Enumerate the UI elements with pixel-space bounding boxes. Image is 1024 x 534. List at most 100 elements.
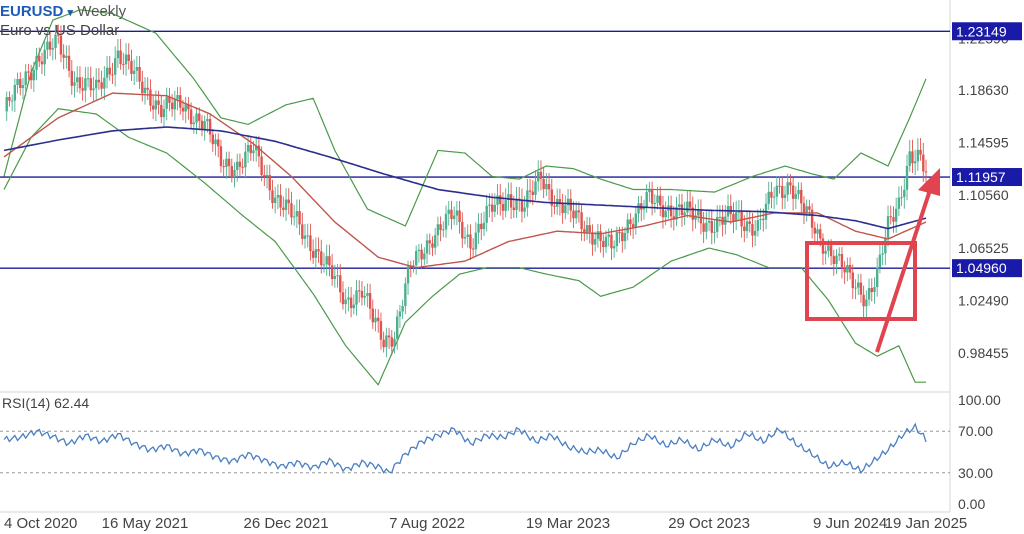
candle-body	[295, 211, 299, 217]
candle-body	[233, 170, 236, 178]
candle-body	[775, 185, 779, 197]
candle-body	[770, 191, 773, 198]
candle-body	[377, 317, 380, 322]
candle-body	[848, 265, 852, 273]
candle-body	[588, 225, 591, 233]
symbol-label[interactable]: EURUSD	[0, 3, 64, 20]
symbol-selector[interactable]: EURUSD ▾ Weekly	[0, 3, 126, 20]
candle-body	[542, 178, 545, 190]
candle-body	[480, 223, 483, 230]
candle-body	[913, 161, 917, 164]
candle-body	[184, 104, 187, 112]
candle-body	[40, 61, 44, 65]
candle-body	[501, 203, 505, 211]
candle-body	[100, 82, 103, 89]
candle-body	[683, 212, 686, 216]
candle-body	[531, 191, 534, 195]
candle-body	[838, 254, 841, 256]
candle-body	[783, 194, 787, 198]
candle-body	[24, 71, 27, 86]
candle-body	[854, 287, 857, 289]
candle-body	[78, 77, 82, 89]
candle-body	[189, 109, 193, 125]
candle-body	[713, 231, 716, 233]
candle-body	[249, 144, 252, 154]
candle-body	[254, 145, 258, 151]
candle-body	[404, 283, 407, 306]
rsi-tick-label: 100.00	[958, 392, 1001, 408]
candle-body	[208, 119, 212, 135]
candle-body	[330, 265, 334, 279]
candle-body	[496, 195, 499, 205]
candle-body	[466, 234, 469, 237]
candle-body	[485, 205, 488, 223]
timeframe-label[interactable]: Weekly	[77, 3, 127, 20]
candle-body	[572, 210, 575, 219]
candle-body	[92, 88, 95, 91]
caret-down-icon[interactable]: ▾	[67, 7, 74, 19]
time-axis-label: 29 Oct 2023	[668, 515, 750, 532]
candle-body	[707, 220, 711, 223]
level-price-badge	[952, 22, 1022, 41]
candle-body	[282, 207, 285, 210]
candle-body	[615, 232, 619, 247]
candle-body	[894, 208, 898, 222]
candle-body	[471, 248, 475, 250]
candle-body	[802, 203, 806, 213]
candle-body	[821, 238, 825, 254]
candle-body	[832, 256, 835, 265]
candle-body	[301, 224, 304, 239]
candle-body	[43, 49, 46, 65]
candle-body	[406, 266, 410, 284]
candle-body	[111, 74, 114, 76]
candle-body	[379, 321, 383, 340]
candle-body	[149, 89, 152, 106]
candle-body	[694, 215, 697, 220]
candle-body	[715, 217, 719, 232]
candle-body	[591, 232, 594, 245]
candle-body	[222, 166, 225, 168]
candle-body	[691, 207, 694, 220]
candle-body	[306, 235, 309, 237]
candle-body	[195, 113, 198, 123]
instrument-description: Euro vs US Dollar	[0, 22, 120, 39]
candle-body	[661, 205, 665, 218]
candle-body	[463, 236, 467, 239]
candle-body	[271, 190, 274, 204]
candle-body	[553, 205, 556, 207]
candle-body	[341, 292, 345, 305]
candle-body	[211, 134, 215, 145]
candle-body	[162, 108, 166, 118]
candle-body	[545, 184, 548, 190]
candle-body	[846, 265, 849, 273]
candle-body	[659, 195, 662, 206]
candle-body	[718, 216, 722, 218]
candle-body	[599, 231, 602, 241]
candle-body	[789, 182, 792, 186]
candle-body	[580, 212, 583, 230]
candle-body	[65, 55, 68, 58]
candle-body	[905, 165, 909, 190]
candle-body	[103, 77, 106, 89]
candle-body	[922, 154, 925, 172]
candle-body	[425, 240, 429, 254]
candle-body	[626, 219, 629, 233]
candle-body	[515, 198, 518, 211]
candle-body	[165, 96, 168, 109]
candle-body	[431, 243, 434, 248]
candle-body	[474, 232, 478, 250]
candle-body	[344, 299, 347, 305]
candle-body	[227, 158, 231, 167]
candle-body	[729, 205, 732, 214]
candle-body	[230, 166, 233, 178]
candle-body	[322, 264, 326, 266]
candle-body	[339, 275, 342, 293]
candle-body	[352, 304, 356, 309]
candle-body	[398, 311, 402, 317]
candle-body	[537, 171, 540, 182]
candle-body	[892, 217, 895, 222]
candle-body	[748, 221, 751, 224]
candle-body	[444, 213, 448, 230]
candle-body	[778, 185, 781, 187]
